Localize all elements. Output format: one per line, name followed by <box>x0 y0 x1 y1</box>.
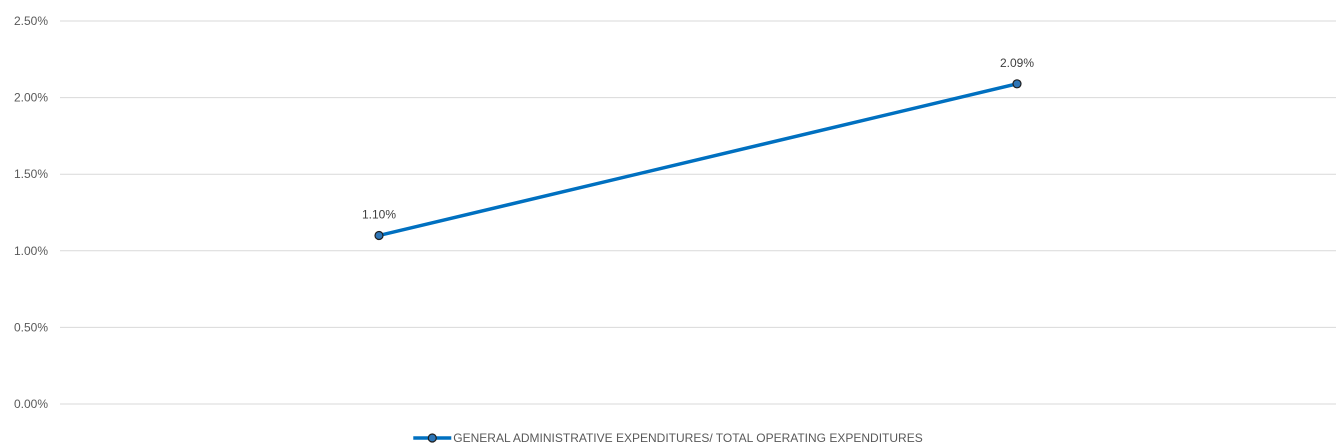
series-layer <box>374 79 1022 241</box>
series-line <box>377 82 1019 238</box>
data-point[interactable] <box>374 230 384 241</box>
data-labels: 1.10% 2.09% <box>362 56 1034 222</box>
legend-entry-label: GENERAL ADMINISTRATIVE EXPENDITURES/ TOT… <box>453 431 922 445</box>
y-tick-label: 1.50% <box>14 167 48 181</box>
y-tick-label: 0.50% <box>14 320 48 334</box>
y-tick-label: 2.00% <box>14 91 48 105</box>
y-axis-tick-labels: 0.00% 0.50% 1.00% 1.50% 2.00% 2.50% <box>14 14 48 411</box>
data-point-label: 1.10% <box>362 207 396 221</box>
legend[interactable]: GENERAL ADMINISTRATIVE EXPENDITURES/ TOT… <box>413 431 923 445</box>
legend-point-marker <box>427 433 437 443</box>
y-tick-label: 0.00% <box>14 397 48 411</box>
y-tick-label: 2.50% <box>14 14 48 28</box>
y-tick-label: 1.00% <box>14 244 48 258</box>
data-point-label: 2.09% <box>1000 56 1034 70</box>
gridlines <box>60 20 1336 405</box>
data-point[interactable] <box>1012 79 1022 89</box>
